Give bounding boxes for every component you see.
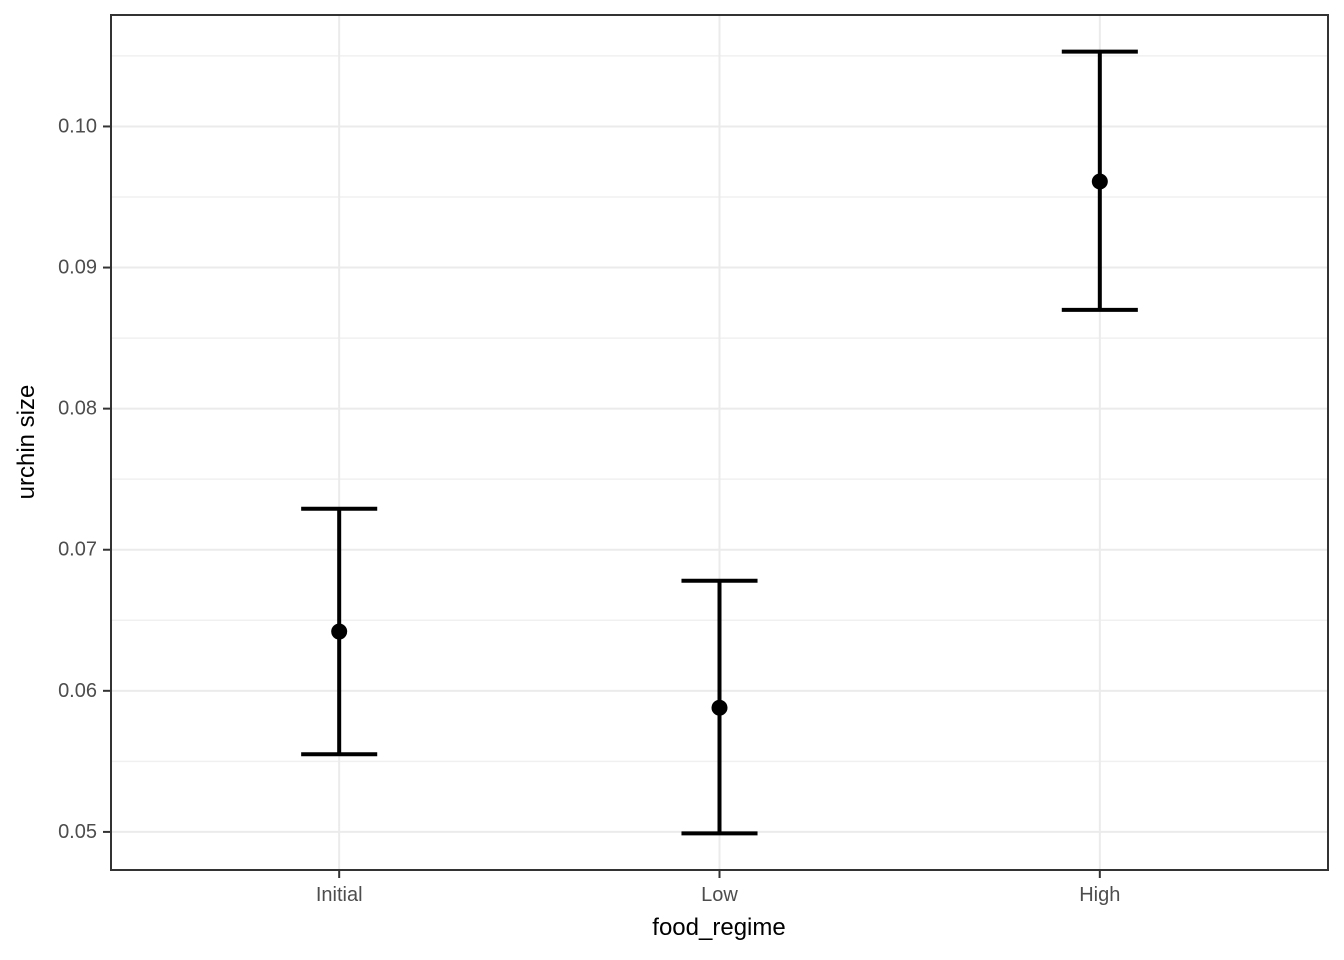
x-tick-label: Initial (316, 884, 363, 906)
mean-point (1091, 173, 1108, 190)
x-tick-label: High (1079, 884, 1120, 906)
y-tick-label: 0.06 (58, 680, 97, 702)
x-axis-title: food_regime (652, 914, 786, 941)
y-axis-title: urchin size (13, 384, 40, 500)
mean-point (331, 623, 348, 640)
y-tick-label: 0.07 (58, 539, 97, 561)
x-tick-label: Low (701, 884, 738, 906)
y-tick-label: 0.05 (58, 821, 97, 843)
mean-point (711, 699, 728, 716)
y-tick-label: 0.08 (58, 398, 97, 420)
y-tick-label: 0.09 (58, 257, 97, 279)
y-tick-label: 0.10 (58, 115, 97, 137)
